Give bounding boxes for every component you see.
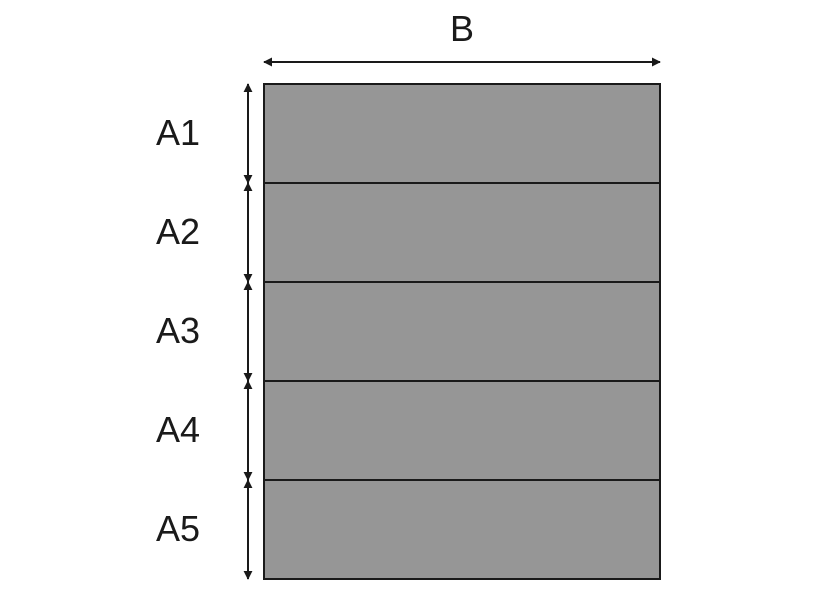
row-label-a3: A3 (120, 310, 200, 352)
diagram-canvas: A1 A2 A3 A4 A5 B (0, 0, 840, 605)
row-label-a1: A1 (120, 112, 200, 154)
row-label-a5: A5 (120, 508, 200, 550)
top-dimension-label: B (264, 8, 660, 50)
row-label-a2: A2 (120, 211, 200, 253)
row-label-a4: A4 (120, 409, 200, 451)
